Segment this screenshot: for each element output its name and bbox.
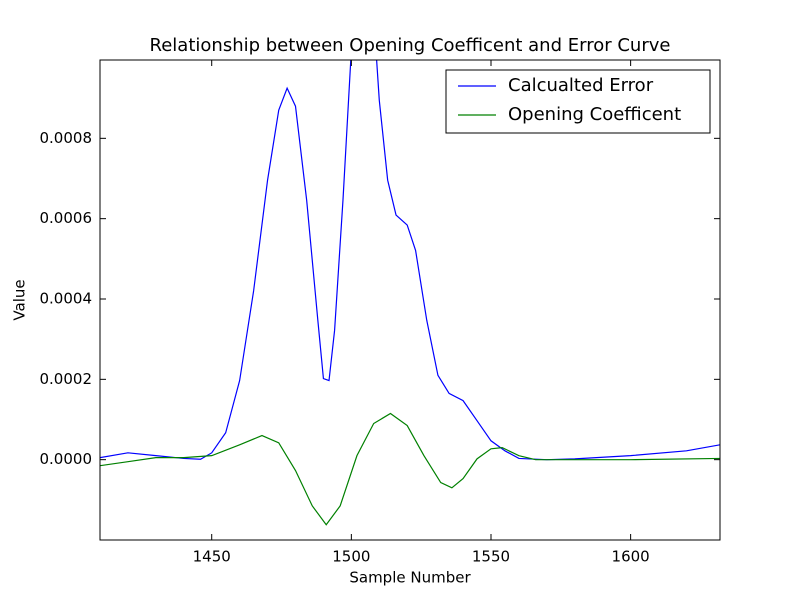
axes-frame bbox=[99, 59, 721, 541]
x-tick-label: 1600 bbox=[612, 548, 650, 566]
legend-label: Calcualted Error bbox=[508, 75, 654, 96]
legend-box bbox=[445, 69, 711, 134]
y-tick-label: 0.0000 bbox=[40, 450, 93, 468]
x-tick-label: 1550 bbox=[472, 548, 510, 566]
plot-area bbox=[100, 60, 720, 526]
legend-label: Opening Coefficent bbox=[508, 104, 681, 125]
x-tick-label: 1500 bbox=[332, 548, 370, 566]
data-line bbox=[100, 412, 720, 526]
y-tick-label: 0.0004 bbox=[40, 289, 93, 307]
y-axis-label: Value bbox=[11, 279, 29, 320]
data-line bbox=[100, 60, 720, 461]
y-tick-label: 0.0008 bbox=[40, 129, 93, 147]
x-tick-label: 1450 bbox=[193, 548, 231, 566]
x-axis-label: Sample Number bbox=[349, 569, 471, 587]
chart-title: Relationship between Opening Coefficent … bbox=[150, 35, 671, 56]
y-tick-label: 0.0006 bbox=[40, 209, 93, 227]
y-tick-label: 0.0002 bbox=[40, 370, 93, 388]
